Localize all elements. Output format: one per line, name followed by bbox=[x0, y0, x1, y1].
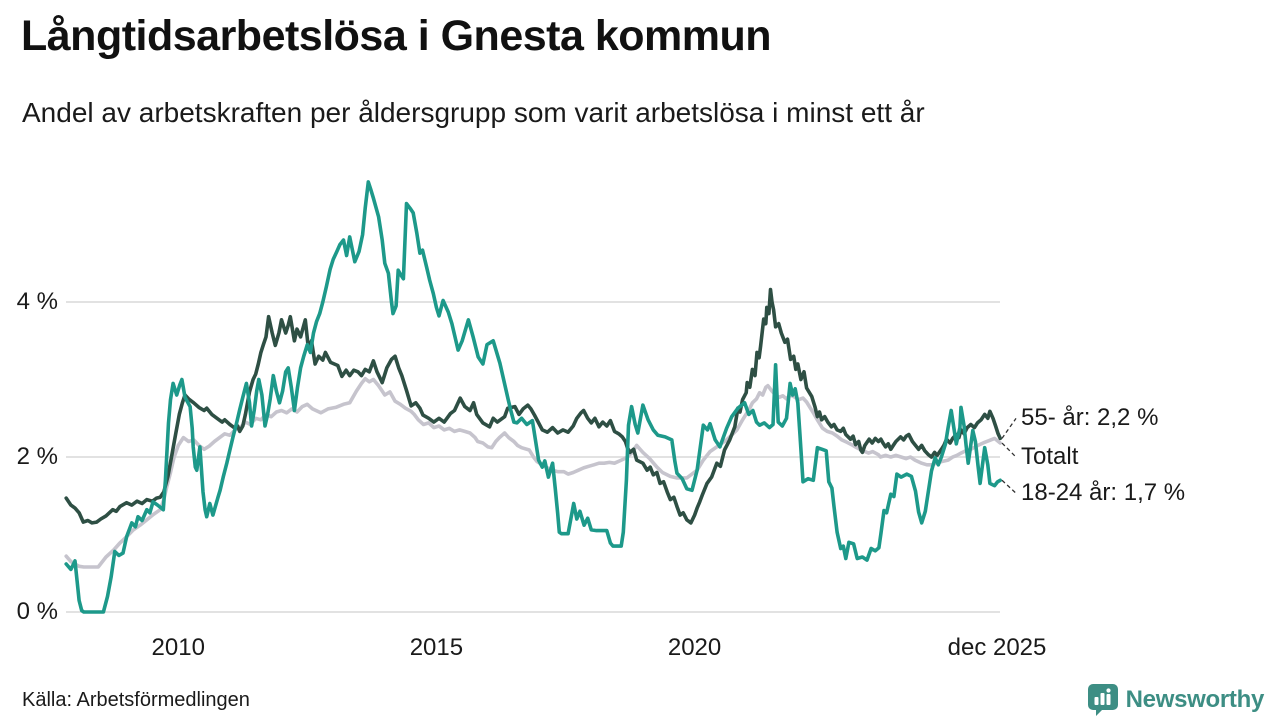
label-connector bbox=[1001, 418, 1017, 439]
series-end-label-Totalt: Totalt bbox=[1021, 443, 1079, 471]
series-line-55- år bbox=[64, 287, 1003, 525]
page-title: Långtidsarbetslösa i Gnesta kommun bbox=[21, 12, 772, 60]
chart-subtitle: Andel av arbetskraften per åldersgrupp s… bbox=[22, 97, 925, 128]
x-axis-tick: dec 2025 bbox=[947, 634, 1047, 661]
y-axis-tick: 2 % bbox=[16, 443, 58, 470]
newsworthy-logo[interactable]: Newsworthy bbox=[1087, 683, 1264, 716]
label-connector bbox=[1001, 442, 1017, 458]
x-axis-tick: 2015 bbox=[409, 634, 464, 661]
newsworthy-bubble-icon bbox=[1087, 684, 1118, 716]
y-axis-tick: 0 % bbox=[16, 598, 58, 625]
series-end-label-55- år: 55- år: 2,2 % bbox=[1021, 404, 1159, 432]
y-axis-tick: 4 % bbox=[16, 288, 58, 315]
x-axis-tick: 2010 bbox=[151, 634, 205, 661]
source-note: Källa: Arbetsförmedlingen bbox=[22, 689, 250, 711]
x-axis-tick: 2020 bbox=[667, 634, 722, 661]
series-line-18-24 år bbox=[64, 180, 1003, 614]
label-connector bbox=[1001, 479, 1017, 494]
newsworthy-wordmark: Newsworthy bbox=[1125, 685, 1265, 713]
series-end-label-18-24 år: 18-24 år: 1,7 % bbox=[1021, 479, 1186, 507]
